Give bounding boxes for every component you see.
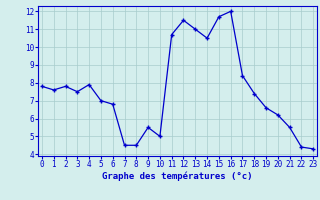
X-axis label: Graphe des températures (°c): Graphe des températures (°c) bbox=[102, 172, 253, 181]
